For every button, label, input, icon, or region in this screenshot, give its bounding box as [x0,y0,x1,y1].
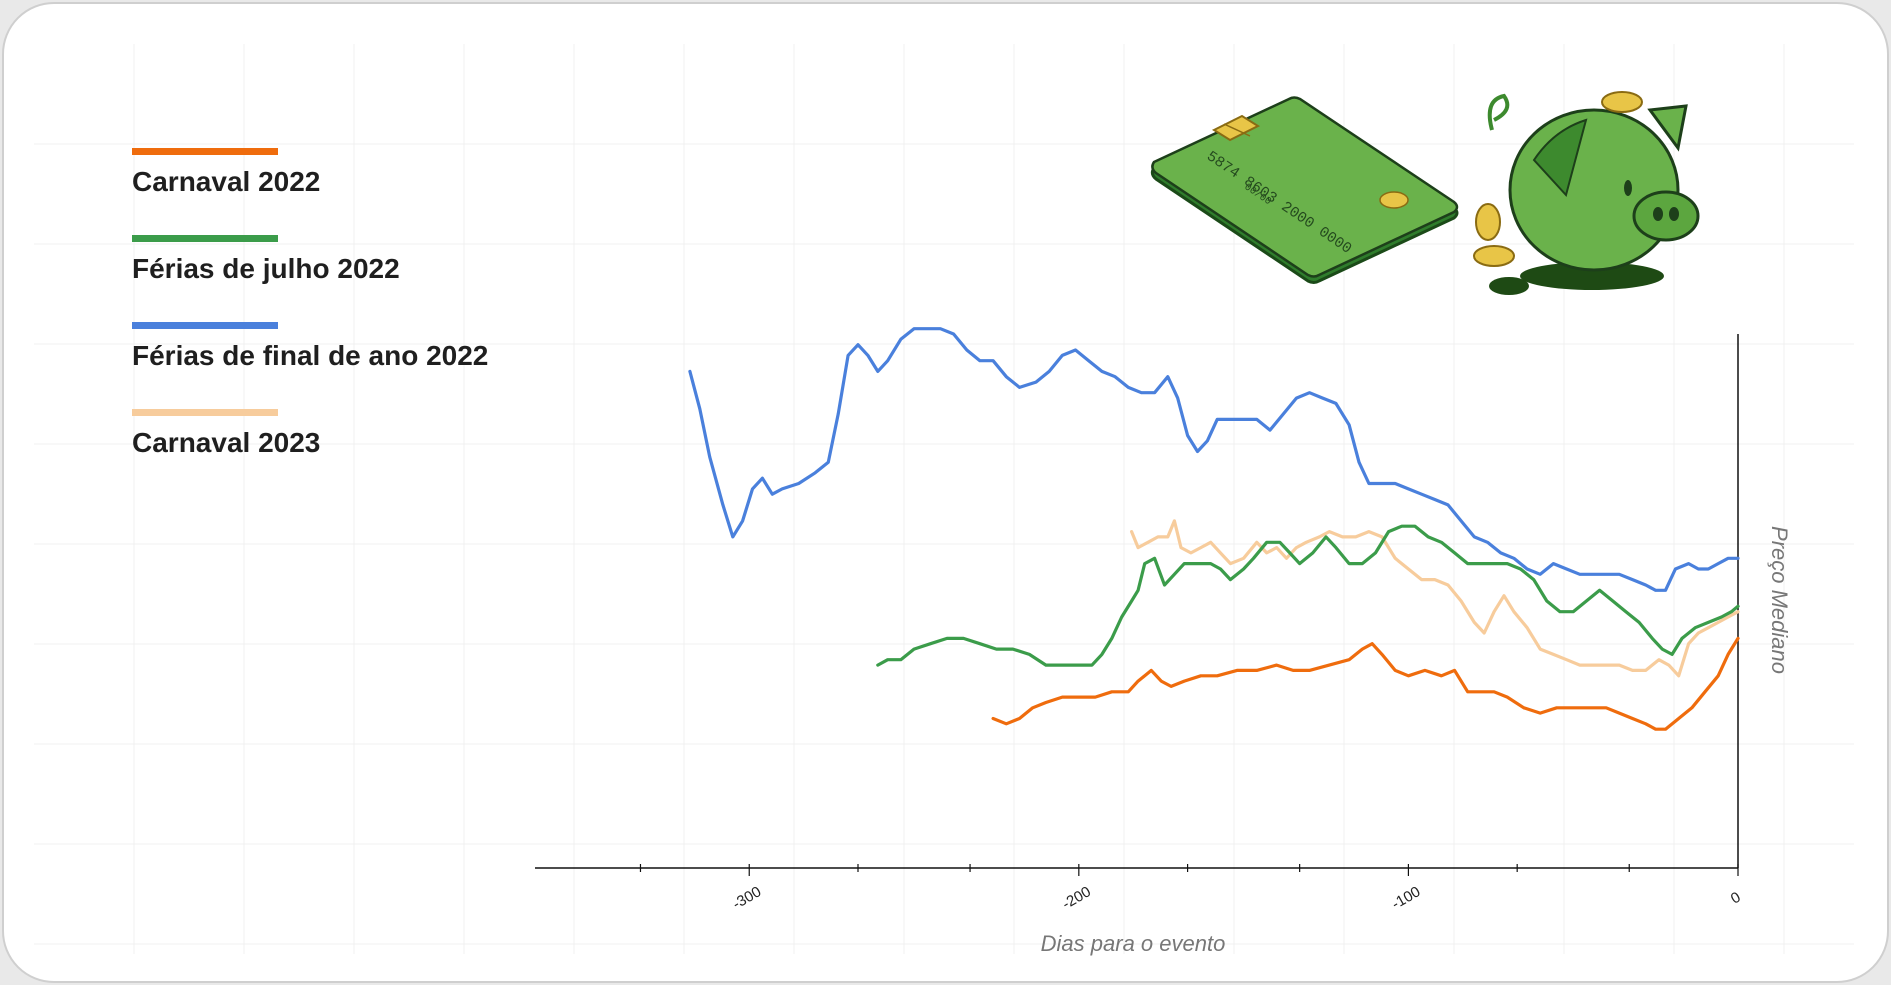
chart-series [688,327,1740,731]
legend-label: Carnaval 2022 [132,166,321,197]
legend-label: Férias de final de ano 2022 [132,340,489,371]
series-line-f-rias-de-julho-2022 [876,524,1740,667]
chart: 5874 8603 2000 0000 00/00 -300 -200 -100 0 … [34,44,1854,956]
x-tick-label: 0 [1728,889,1744,908]
series-line-carnaval-2022 [991,636,1740,731]
legend-swatch [132,409,278,416]
series-line-f-rias-de-final-de-ano-2022 [688,327,1740,592]
legend-swatch [132,235,278,242]
series-line-carnaval-2023 [1130,519,1740,678]
piggy-bank-illustration [1473,91,1700,295]
chart-axes: -300 -200 -100 0 [535,334,1744,913]
x-tick-label: -100 [1389,883,1424,913]
x-tick-label: -300 [730,883,765,913]
x-tick-label: -200 [1059,883,1094,913]
legend-swatch [132,148,278,155]
x-axis-title: Dias para o evento [1041,931,1226,956]
legend-label: Carnaval 2023 [132,427,321,458]
credit-card-illustration: 5874 8603 2000 0000 00/00 [1150,96,1459,284]
legend-label: Férias de julho 2022 [132,253,400,284]
legend-swatch [132,322,278,329]
y-axis-title: Preço Mediano [1767,526,1792,674]
